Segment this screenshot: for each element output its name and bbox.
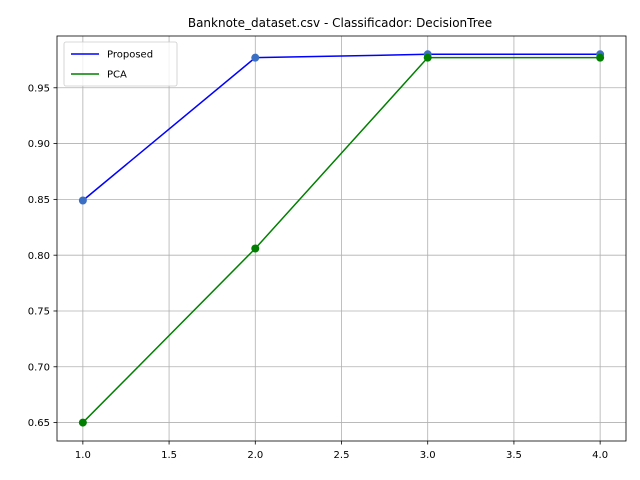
y-tick-label: 0.85	[28, 195, 50, 206]
x-tick-label: 3.0	[420, 450, 436, 461]
legend-label-proposed: Proposed	[107, 50, 153, 61]
x-axis: 1.0 1.5 2.0 2.5 3.0 3.5 4.0	[75, 441, 608, 461]
data-point-proposed	[78, 196, 87, 205]
y-tick-label: 0.75	[28, 307, 50, 318]
legend-box	[63, 41, 178, 87]
x-tick-label: 1.0	[75, 450, 91, 461]
x-tick-label: 2.0	[247, 450, 263, 461]
data-point-pca	[596, 53, 605, 62]
y-tick-label: 0.95	[28, 83, 50, 94]
y-tick-label: 0.65	[28, 418, 50, 429]
y-axis: 0.65 0.70 0.75 0.80 0.85 0.90 0.95	[28, 83, 57, 429]
x-tick-label: 4.0	[592, 450, 608, 461]
data-point-pca	[78, 418, 87, 427]
legend-label-pca: PCA	[107, 70, 127, 81]
legend: Proposed PCA	[63, 41, 178, 87]
grid	[57, 36, 626, 441]
data-point-pca	[423, 53, 432, 62]
data-point-pca	[251, 244, 260, 253]
series-layer	[78, 50, 605, 427]
y-tick-label: 0.70	[28, 362, 50, 373]
series-pca	[78, 53, 605, 427]
y-tick-label: 0.80	[28, 251, 50, 262]
x-tick-label: 1.5	[161, 450, 177, 461]
x-tick-label: 2.5	[334, 450, 350, 461]
series-line-pca	[82, 56, 601, 424]
series-line-proposed	[82, 53, 601, 202]
chart-title: Banknote_dataset.csv - Classificador: De…	[188, 16, 492, 30]
y-tick-label: 0.90	[28, 139, 50, 150]
x-tick-label: 3.5	[506, 450, 522, 461]
data-point-proposed	[251, 53, 260, 62]
